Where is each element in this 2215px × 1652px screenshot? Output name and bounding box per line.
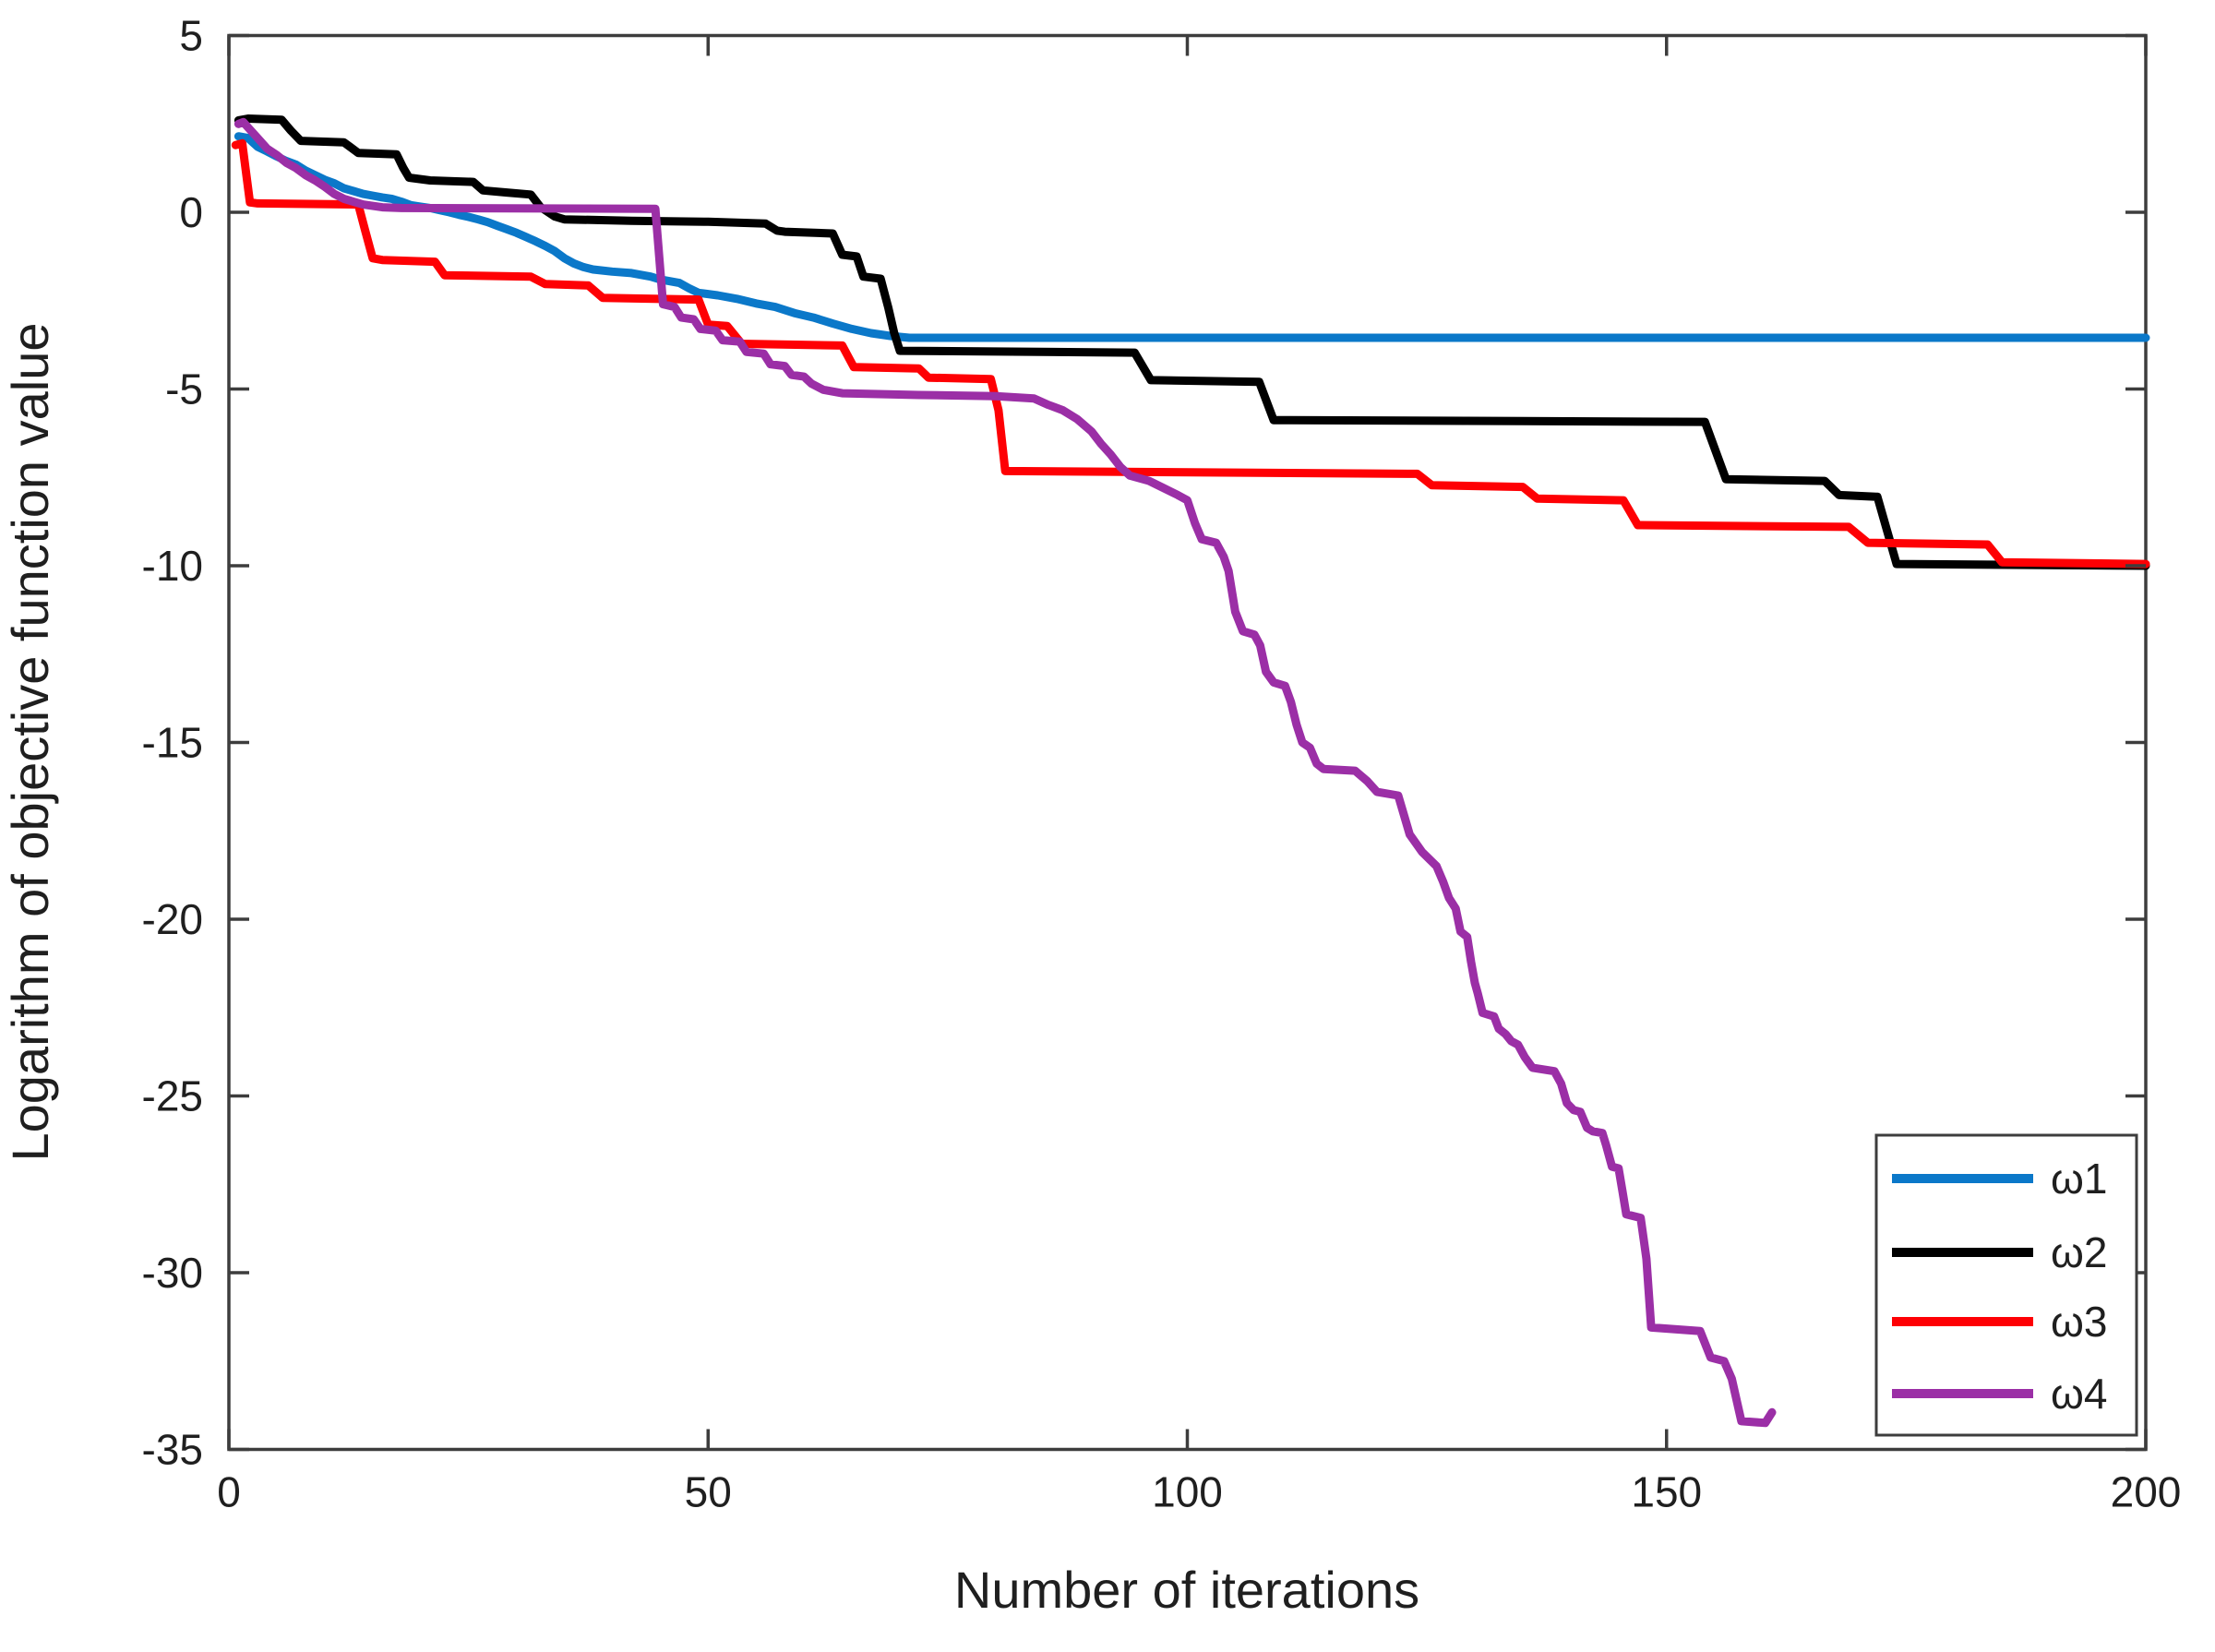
plot-box — [227, 33, 2148, 1452]
x-tick-label: 50 — [685, 1468, 732, 1516]
series-line-ω3 — [231, 138, 2150, 569]
y-tick-label: -10 — [142, 542, 203, 590]
y-tick-label: -35 — [142, 1426, 203, 1474]
x-tick-label: 100 — [1152, 1468, 1223, 1516]
y-tick-label: -20 — [142, 895, 203, 943]
x-tick-label: 150 — [1631, 1468, 1702, 1516]
x-axis-title: Number of iterations — [954, 1561, 1419, 1619]
y-tick-label: 0 — [179, 188, 203, 236]
series-layer — [231, 114, 2150, 1428]
y-tick-label: -25 — [142, 1072, 203, 1120]
series-line-ω4 — [233, 117, 1777, 1428]
y-tick-label: -15 — [142, 719, 203, 767]
y-axis-title: Logarithm of objective function value — [1, 323, 59, 1162]
legend-label-ω3: ω3 — [2051, 1298, 2108, 1346]
x-tick-label: 200 — [2111, 1468, 2182, 1516]
legend-box — [1874, 1133, 2138, 1437]
legend-label-ω4: ω4 — [2051, 1370, 2108, 1418]
y-tick-label: -5 — [165, 365, 203, 413]
plot-area — [227, 33, 2148, 1452]
legend: ω1 ω2 ω3 ω4 — [1874, 1133, 2138, 1437]
series-line-ω2 — [233, 114, 2150, 570]
y-tick-label: -30 — [142, 1249, 203, 1297]
y-tick-label: 5 — [179, 12, 203, 60]
legend-label-ω1: ω1 — [2051, 1155, 2108, 1203]
series-line-ω1 — [233, 132, 2150, 342]
legend-label-ω2: ω2 — [2051, 1228, 2108, 1276]
tick-layer: 50-5-10-15-20-25-30-350 50 100 150 200 — [142, 12, 2182, 1516]
x-tick-label: 0 — [217, 1468, 241, 1516]
